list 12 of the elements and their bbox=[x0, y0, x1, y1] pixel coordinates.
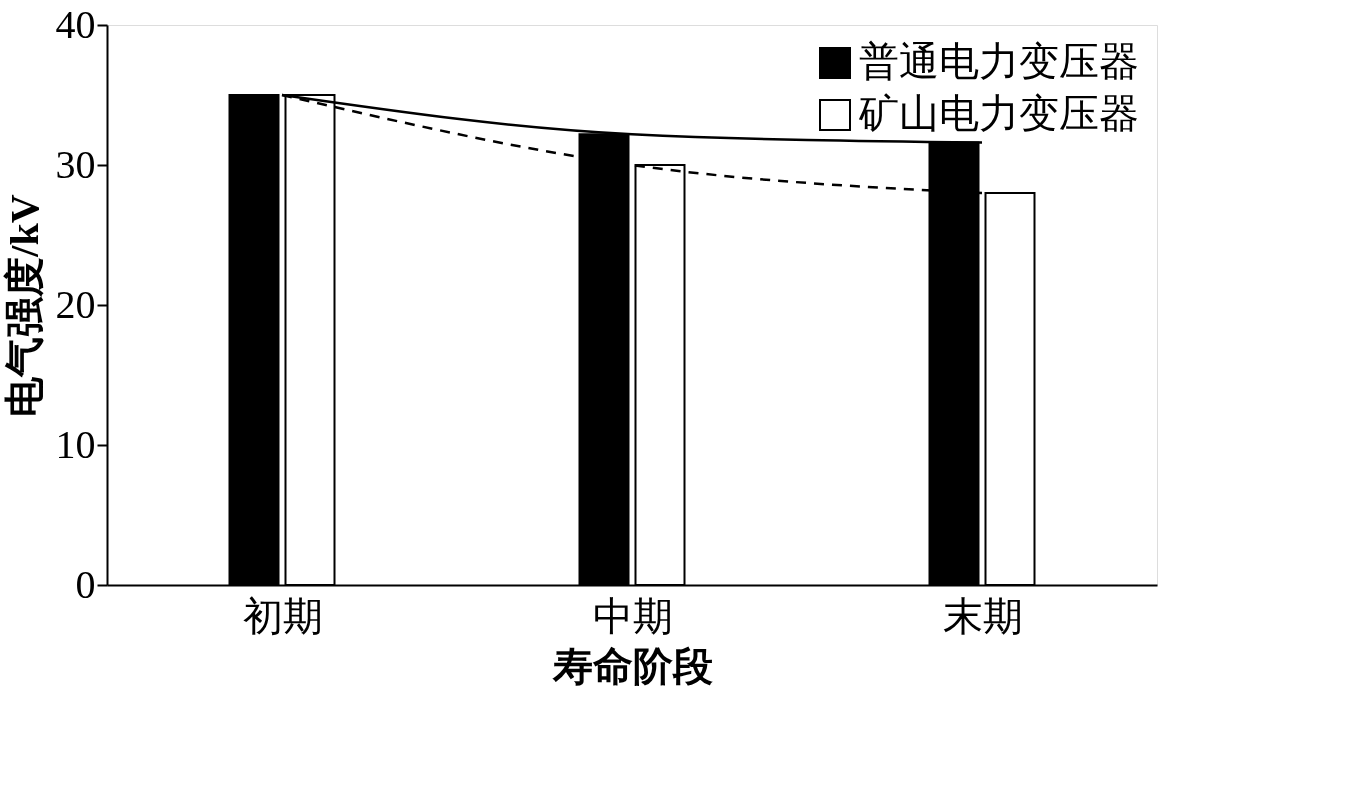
y-tick-label: 0 bbox=[75, 561, 96, 607]
x-tick-label: 中期 bbox=[592, 593, 673, 639]
y-tick-label: 40 bbox=[55, 1, 96, 47]
y-tick-label: 10 bbox=[55, 421, 96, 467]
legend-label: 普通电力变压器 bbox=[859, 39, 1139, 84]
y-tick-label: 30 bbox=[55, 141, 96, 187]
legend-label: 矿山电力变压器 bbox=[858, 91, 1139, 136]
x-axis-title: 寿命阶段 bbox=[551, 643, 713, 689]
y-axis-title: 电气强度/kV bbox=[1, 194, 47, 417]
x-tick-label: 末期 bbox=[942, 593, 1023, 639]
x-tick-label: 初期 bbox=[242, 593, 323, 639]
y-tick-label: 20 bbox=[55, 281, 96, 327]
